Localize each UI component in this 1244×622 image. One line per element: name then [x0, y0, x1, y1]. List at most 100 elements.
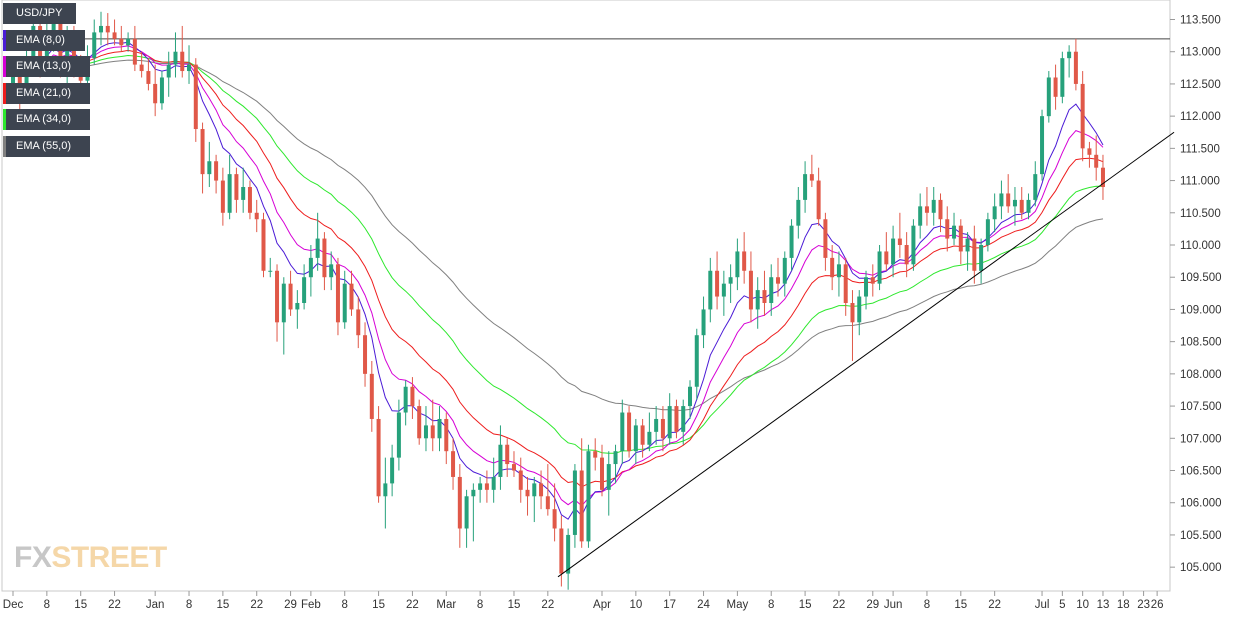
candle-body [444, 418, 449, 452]
x-tick-label: 24 [697, 599, 710, 611]
y-tick-label: 110.000 [1180, 240, 1221, 252]
candle-body [241, 187, 246, 200]
candle-body [437, 418, 442, 439]
candle-body [383, 483, 388, 497]
candle-body [674, 406, 679, 432]
x-tick-label: 22 [250, 599, 263, 611]
legend-swatch [3, 3, 6, 24]
candle-body [688, 386, 692, 407]
legend-label: EMA (8,0) [16, 33, 65, 46]
logo-street: STREET [51, 541, 167, 574]
legend-item-ema34: EMA (34,0) [3, 109, 90, 130]
x-tick-label: 8 [44, 599, 50, 611]
candle-body [924, 206, 929, 213]
x-tick-label: 5 [1059, 599, 1065, 611]
x-tick-label: 15 [508, 599, 521, 611]
candle-body [850, 302, 855, 323]
candle-body [247, 187, 252, 213]
candle-body [369, 373, 374, 419]
x-tick-label: 8 [924, 599, 930, 611]
y-tick-label: 107.500 [1180, 401, 1222, 413]
x-tick-label: 8 [477, 599, 483, 611]
candle-body [227, 174, 232, 213]
legend-item-ema21: EMA (21,0) [3, 82, 90, 104]
candle-body [1100, 167, 1105, 188]
candle-body [1006, 193, 1011, 207]
candle-body [214, 161, 219, 181]
x-tick-label: 22 [108, 599, 121, 611]
trendline [557, 131, 1175, 578]
candle-body [200, 129, 205, 175]
candle-body [938, 199, 943, 220]
y-tick-label: 106.500 [1180, 466, 1222, 478]
candle-body [606, 464, 611, 490]
candle-body [518, 470, 523, 490]
candle-body [275, 270, 280, 323]
x-tick-label: 8 [768, 599, 774, 611]
candle-body [708, 270, 713, 310]
candle-body [1067, 51, 1072, 59]
fxstreet-logo: FXSTREET [14, 541, 167, 575]
legend-label: EMA (34,0) [16, 113, 72, 125]
x-tick-label: 22 [541, 599, 554, 611]
candle-body [295, 302, 300, 310]
candle-body [166, 64, 171, 78]
candle-body [1060, 58, 1065, 97]
candle-body [410, 386, 415, 407]
logo-text: FXSTREET [14, 541, 167, 574]
candle-body [349, 283, 354, 310]
candle-body [234, 174, 239, 200]
candle-body [478, 483, 483, 490]
legend-label: EMA (21,0) [16, 86, 72, 99]
candle-body [484, 483, 489, 490]
candle-body [173, 51, 178, 65]
candle-body [884, 251, 889, 265]
x-tick-label: Feb [301, 599, 321, 611]
candle-body [193, 64, 198, 130]
candle-body [1012, 199, 1017, 207]
legend-swatch [3, 56, 6, 77]
candle-body [694, 335, 699, 387]
x-tick-label: 15 [372, 599, 385, 611]
candle-body [640, 425, 645, 445]
candle-body [105, 25, 110, 33]
candle-body [376, 418, 381, 497]
candle-body [972, 238, 977, 271]
candle-body [999, 193, 1004, 207]
candle-body [633, 425, 638, 452]
candle-body [159, 77, 164, 104]
legend-label: USD/JPY [16, 7, 63, 19]
x-tick-label: 26 [1151, 599, 1164, 611]
y-tick-label: 105.500 [1180, 530, 1222, 542]
candle-body [139, 64, 144, 72]
y-tick-label: 111.500 [1180, 143, 1220, 155]
candle-body [1046, 77, 1051, 117]
x-tick-label: Mar [436, 599, 456, 611]
candle-body [1033, 174, 1038, 200]
candle-body [356, 309, 361, 336]
x-tick-label: 17 [663, 599, 676, 611]
candle-body [843, 264, 848, 303]
legend: USD/JPY EMA (8,0) EMA (13,0) EMA (21,0) … [3, 3, 90, 162]
candle-body [897, 238, 902, 246]
legend-label: EMA (13,0) [16, 60, 72, 72]
candle-body [877, 251, 882, 284]
x-tick-label: 22 [988, 599, 1001, 611]
x-tick-label: 22 [833, 599, 846, 611]
candle-body [701, 309, 706, 336]
legend-swatch [3, 109, 6, 130]
candle-body [728, 277, 733, 284]
candle-body [586, 451, 591, 542]
candle-body [498, 444, 503, 477]
candle-body [11, 71, 15, 84]
candle-body [958, 225, 963, 252]
candle-body [451, 451, 456, 477]
candle-body [390, 457, 395, 484]
y-tick-label: 112.500 [1180, 79, 1221, 91]
candle-body [430, 425, 435, 439]
candle-body [1053, 77, 1058, 97]
candle-body [187, 64, 192, 72]
candle-body [302, 277, 307, 303]
candle-body [992, 206, 997, 220]
candle-body [1094, 154, 1099, 168]
